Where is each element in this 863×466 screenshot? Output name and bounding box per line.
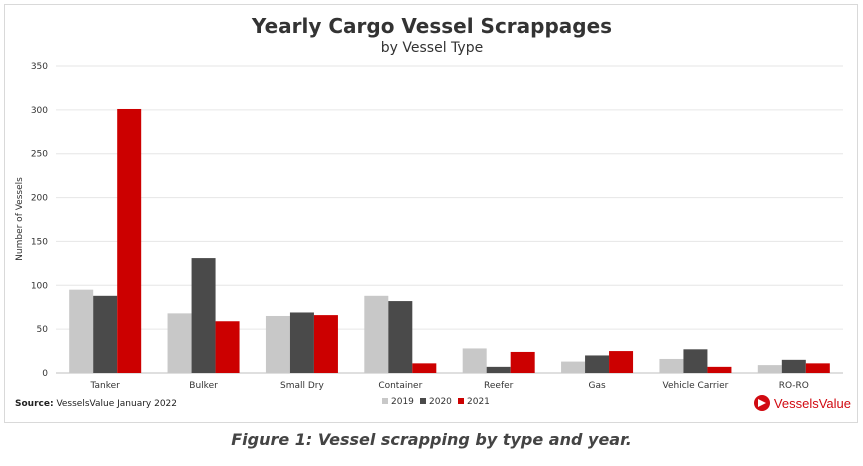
- bar-reefer-2021: [510, 351, 535, 373]
- bar-small-dry-2019: [265, 315, 290, 373]
- logo-text: VesselsValue: [773, 395, 851, 411]
- bar-container-2019: [364, 295, 389, 373]
- bar-reefer-2020: [486, 366, 511, 373]
- y-tick-label: 150: [31, 237, 48, 247]
- y-axis-label: Number of Vessels: [15, 177, 25, 261]
- y-tick-label: 0: [42, 369, 48, 379]
- chart-frame: [4, 4, 858, 423]
- legend-label: 2019: [391, 397, 414, 407]
- play-arrow-icon: [753, 395, 770, 411]
- x-tick-label: Small Dry: [280, 381, 324, 391]
- y-tick-label: 100: [31, 281, 48, 291]
- bar-ro-ro-2019: [757, 365, 782, 373]
- source-note: Source: VesselsValue January 2022: [15, 399, 177, 409]
- bar-small-dry-2020: [289, 312, 314, 373]
- chart-subtitle: by Vessel Type: [381, 40, 483, 56]
- bar-gas-2019: [561, 361, 586, 373]
- x-tick-label: Tanker: [90, 381, 121, 391]
- bar-reefer-2019: [462, 348, 487, 373]
- bar-gas-2021: [609, 351, 634, 373]
- vesselsvalue-logo: VesselsValue: [753, 395, 851, 411]
- y-tick-label: 200: [31, 194, 48, 204]
- bar-gas-2020: [585, 355, 610, 373]
- bar-vehicle-carrier-2019: [659, 358, 684, 373]
- source-label: Source:: [15, 399, 54, 409]
- legend-swatch: [382, 398, 388, 404]
- x-tick-label: RO-RO: [779, 381, 809, 391]
- source-text: VesselsValue January 2022: [56, 399, 177, 409]
- x-tick-label: Vehicle Carrier: [663, 381, 729, 391]
- y-tick-label: 350: [31, 62, 48, 72]
- legend-swatch: [458, 398, 464, 404]
- bar-bulker-2019: [167, 313, 192, 373]
- bars: [69, 108, 830, 373]
- bar-container-2020: [388, 301, 413, 373]
- y-tick-label: 300: [31, 106, 48, 116]
- x-tick-label: Container: [378, 381, 422, 391]
- x-tick-label: Bulker: [189, 381, 218, 391]
- y-tick-labels: 0 50 100 150 200 250 300 350: [31, 62, 48, 379]
- figure-caption: Figure 1: Vessel scrapping by type and y…: [231, 430, 632, 449]
- x-tick-label: Reefer: [484, 381, 514, 391]
- legend-label: 2021: [467, 397, 490, 407]
- x-tick-label: Gas: [588, 381, 605, 391]
- chart-title: Yearly Cargo Vessel Scrappages: [251, 14, 612, 38]
- bar-small-dry-2021: [313, 315, 338, 373]
- bar-bulker-2021: [215, 321, 240, 373]
- bar-tanker-2020: [93, 295, 118, 373]
- y-tick-label: 50: [37, 325, 49, 335]
- bar-bulker-2020: [191, 258, 216, 373]
- legend: 2019 2020 2021: [382, 397, 490, 407]
- bar-ro-ro-2020: [781, 359, 806, 373]
- bar-tanker-2021: [117, 108, 142, 373]
- legend-label: 2020: [429, 397, 452, 407]
- y-tick-label: 250: [31, 150, 48, 160]
- bar-tanker-2019: [69, 289, 94, 373]
- bar-ro-ro-2021: [805, 363, 830, 373]
- bar-vehicle-carrier-2020: [683, 349, 708, 373]
- bar-vehicle-carrier-2021: [707, 366, 732, 373]
- bar-container-2021: [412, 363, 437, 373]
- x-tick-labels: Tanker Bulker Small Dry Container Reefer Gas V…: [90, 381, 809, 391]
- legend-swatch: [420, 398, 426, 404]
